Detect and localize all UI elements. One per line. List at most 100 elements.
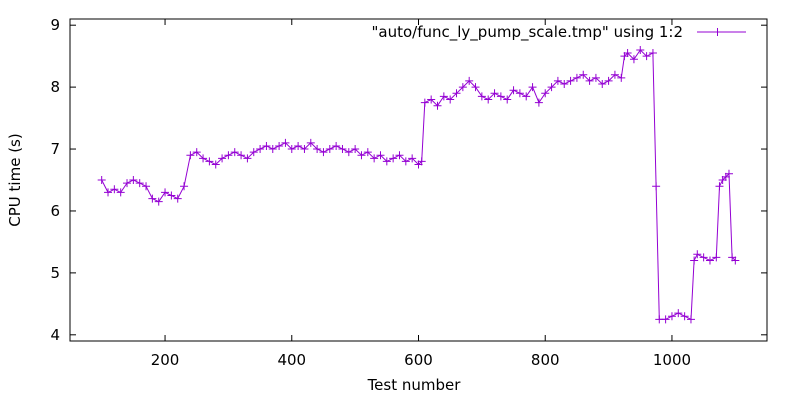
data-point-marker: [731, 256, 740, 265]
data-point-marker: [420, 98, 429, 107]
y-tick-label: 8: [50, 78, 60, 96]
data-point-marker: [351, 145, 360, 154]
data-point-marker: [465, 76, 474, 85]
data-point-marker: [243, 154, 252, 163]
data-point-marker: [522, 92, 531, 101]
data-point-marker: [585, 76, 594, 85]
data-point-marker: [433, 101, 442, 110]
data-point-marker: [129, 176, 138, 184]
data-point-marker: [560, 80, 569, 89]
data-point-marker: [256, 145, 265, 154]
series-line: [101, 49, 736, 321]
y-tick-label: 7: [50, 140, 60, 158]
data-point-marker: [699, 253, 708, 262]
data-point-marker: [642, 52, 651, 61]
data-point-marker: [344, 148, 353, 157]
data-point-marker: [408, 154, 417, 163]
data-point-marker: [218, 154, 227, 163]
data-point-marker: [249, 148, 258, 157]
y-tick-label: 6: [50, 202, 60, 220]
x-axis-label: Test number: [367, 376, 462, 394]
data-point-marker: [629, 55, 638, 64]
data-point-marker: [572, 73, 581, 82]
data-point-marker: [515, 89, 524, 98]
data-point-marker: [715, 182, 724, 191]
data-point-marker: [97, 176, 106, 184]
data-point-marker: [541, 89, 550, 98]
data-point-marker: [357, 151, 366, 160]
data-point-marker: [173, 194, 182, 203]
data-point-marker: [230, 148, 239, 157]
data-point-marker: [534, 98, 543, 107]
data-point-marker: [528, 83, 537, 92]
data-point-marker: [636, 45, 645, 54]
data-point-marker: [237, 151, 246, 160]
data-point-marker: [591, 73, 600, 82]
data-point-marker: [503, 95, 512, 104]
data-point-marker: [579, 70, 588, 79]
data-point-marker: [623, 49, 632, 58]
legend: "auto/func_ly_pump_scale.tmp" using 1:2: [372, 23, 746, 42]
data-point-marker: [484, 95, 493, 104]
data-point-marker: [395, 151, 404, 160]
data-point-marker: [667, 312, 676, 321]
data-point-marker: [332, 141, 341, 150]
data-point-marker: [598, 80, 607, 89]
data-point-marker: [313, 145, 322, 154]
data-point-marker: [674, 309, 683, 318]
x-axis-ticks: 200 400 600 800 1000: [151, 19, 691, 369]
data-point-marker: [262, 141, 271, 150]
data-point-marker: [180, 182, 189, 191]
x-tick-label: 600: [404, 351, 433, 369]
data-point-marker: [123, 179, 132, 188]
x-tick-label: 400: [277, 351, 306, 369]
data-point-marker: [724, 169, 733, 178]
data-point-marker: [417, 157, 426, 166]
data-point-marker: [452, 89, 461, 98]
legend-label: "auto/func_ly_pump_scale.tmp" using 1:2: [372, 23, 683, 42]
data-point-marker: [306, 138, 315, 147]
data-point-marker: [382, 157, 391, 166]
data-point-marker: [553, 76, 562, 85]
data-point-marker: [211, 160, 220, 169]
data-point-marker: [104, 188, 113, 197]
data-point-marker: [496, 92, 505, 101]
data-point-marker: [509, 86, 518, 95]
x-tick-label: 200: [151, 351, 180, 369]
data-point-marker: [712, 253, 721, 262]
data-point-marker: [294, 141, 303, 150]
x-tick-label: 1000: [653, 351, 691, 369]
data-point-marker: [275, 141, 284, 150]
data-point-marker: [161, 188, 170, 197]
data-point-marker: [363, 148, 372, 157]
y-tick-label: 4: [50, 326, 60, 344]
data-point-marker: [376, 151, 385, 160]
data-point-marker: [281, 138, 290, 147]
data-point-marker: [300, 145, 309, 154]
data-point-marker: [205, 157, 214, 166]
data-point-marker: [566, 76, 575, 85]
x-tick-label: 800: [531, 351, 560, 369]
data-point-marker: [610, 70, 619, 79]
data-point-marker: [338, 145, 347, 154]
y-tick-label: 5: [50, 264, 60, 282]
data-point-marker: [439, 92, 448, 101]
data-point-marker: [186, 151, 195, 160]
data-point-marker: [652, 182, 661, 191]
data-point-marker: [287, 145, 296, 154]
y-axis-label: CPU time (s): [6, 133, 24, 226]
data-point-marker: [693, 250, 702, 259]
data-point-marker: [648, 49, 657, 58]
legend-marker: [713, 28, 722, 36]
data-point-marker: [199, 154, 208, 163]
data-point-marker: [135, 179, 144, 188]
data-point-marker: [148, 194, 157, 203]
data-point-marker: [389, 154, 398, 163]
data-point-marker: [116, 188, 125, 197]
data-point-marker: [690, 256, 699, 265]
data-point-marker: [142, 182, 151, 191]
y-tick-label: 9: [50, 16, 60, 34]
data-point-marker: [319, 148, 328, 157]
data-point-marker: [224, 151, 233, 160]
